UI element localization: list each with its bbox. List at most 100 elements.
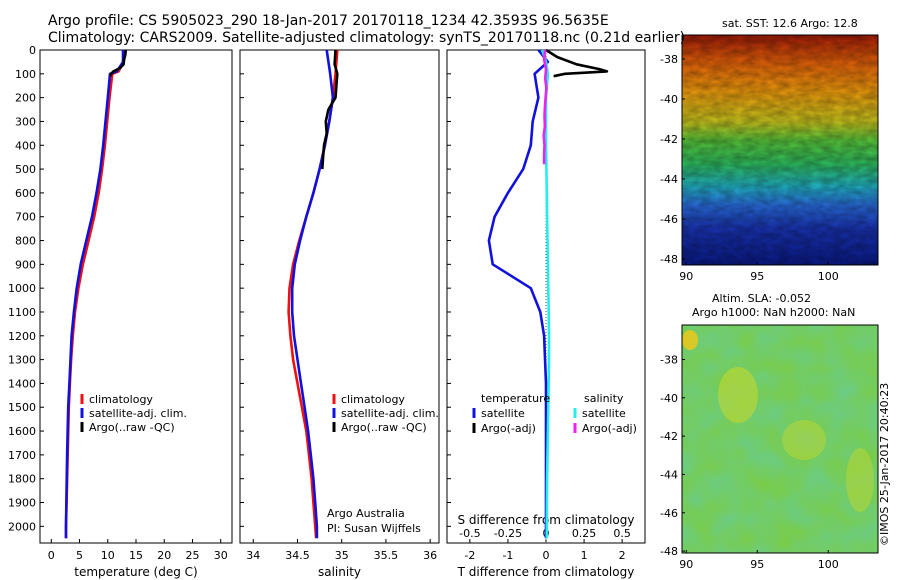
s-diff-tick-label: -0.25 — [494, 527, 522, 540]
x-tick-label: 15 — [129, 549, 143, 562]
header-line-2: Climatology: CARS2009. Satellite-adjuste… — [48, 30, 686, 46]
map-x-tick-label: 100 — [818, 558, 839, 571]
x-tick-label: 0 — [543, 549, 550, 562]
sst-frame — [681, 34, 879, 266]
y-tick-label: 500 — [15, 163, 36, 176]
legend-label: satellite-adj. clim. — [89, 407, 187, 420]
map-y-tick-label: -44 — [660, 173, 678, 186]
series-line — [487, 49, 550, 539]
y-tick-label: 1500 — [8, 401, 36, 414]
sla-peak — [682, 330, 698, 350]
y-tick-label: 1000 — [8, 282, 36, 295]
s-diff-tick-label: 0.25 — [572, 527, 597, 540]
map-y-tick-label: -40 — [660, 93, 678, 106]
legend-label: Argo(-adj) — [582, 422, 637, 435]
x-axis-label: salinity — [318, 565, 361, 579]
y-tick-label: 600 — [15, 187, 36, 200]
sla-texture — [682, 325, 878, 553]
legend-title: temperature — [481, 392, 550, 405]
y-tick-label: 1600 — [8, 425, 36, 438]
profile-panel-3: -2 -1 0 1 2 T difference from climatology -0.5… — [446, 48, 646, 579]
x-tick-label: -2 — [464, 549, 475, 562]
y-tick-label: 1900 — [8, 497, 36, 510]
series-line — [545, 48, 609, 78]
s-diff-tick-label: -0.5 — [459, 527, 480, 540]
x-tick-label: 5 — [76, 549, 83, 562]
y-tick-label: 1300 — [8, 354, 36, 367]
profile-panel-1: 0100200300400500600700800900100011001200… — [8, 44, 233, 579]
legend-label: satellite — [481, 407, 525, 420]
x-tick-label: 10 — [101, 549, 115, 562]
header-line-1: Argo profile: CS 5905023_290 18-Jan-2017… — [48, 13, 609, 29]
org-note: Argo Australia — [327, 507, 405, 520]
map-y-tick-label: -38 — [660, 53, 678, 66]
sla-high-1 — [718, 367, 758, 423]
map-x-tick-label: 100 — [818, 270, 839, 283]
sla-title-2: Argo h1000: NaN h2000: NaN — [692, 306, 856, 319]
x-axis-label: temperature (deg C) — [74, 565, 197, 579]
s-diff-tick-label: 0.5 — [613, 527, 631, 540]
y-tick-label: 1100 — [8, 306, 36, 319]
legend-label: Argo(..raw -QC) — [89, 421, 175, 434]
map-y-tick-label: -48 — [660, 253, 678, 266]
y-tick-label: 1400 — [8, 377, 36, 390]
credit: ©IMOS 25-Jan-2017 20:40:23 — [878, 382, 891, 546]
sla-title-1: Altim. SLA: -0.052 — [712, 292, 812, 305]
map-x-tick-label: 90 — [679, 270, 693, 283]
y-tick-label: 1800 — [8, 473, 36, 486]
legend-label: climatology — [341, 393, 405, 406]
sst-texture — [682, 35, 878, 265]
y-tick-label: 100 — [15, 68, 36, 81]
series-line — [321, 49, 339, 170]
x-tick-label: 25 — [185, 549, 199, 562]
legend-label: Argo(..raw -QC) — [341, 421, 427, 434]
x-tick-label: 34 — [246, 549, 260, 562]
profile-panel-2: 34 34.5 35 35.5 36 salinity climatologysatelli… — [239, 49, 440, 579]
map-y-tick-label: -38 — [660, 353, 678, 366]
x-tick-label: 20 — [157, 549, 171, 562]
x-axis-label: T difference from climatology — [457, 565, 635, 579]
map-y-tick-label: -48 — [660, 545, 678, 558]
map-y-tick-label: -42 — [660, 133, 678, 146]
y-tick-label: 2000 — [8, 520, 36, 533]
y-tick-label: 800 — [15, 235, 36, 248]
map-y-tick-label: -44 — [660, 468, 678, 481]
map-y-tick-label: -46 — [660, 507, 678, 520]
x-tick-label: 35.5 — [374, 549, 399, 562]
x-tick-label: 1 — [581, 549, 588, 562]
sst-title: sat. SST: 12.6 Argo: 12.8 — [722, 17, 858, 30]
y-tick-label: 300 — [15, 115, 36, 128]
panel-frame — [239, 49, 440, 544]
x-tick-label: 2 — [619, 549, 626, 562]
legend-label: satellite — [582, 407, 626, 420]
sla-frame — [681, 324, 879, 554]
map-x-tick-label: 90 — [679, 558, 693, 571]
x-tick-label: -1 — [502, 549, 513, 562]
map-x-tick-label: 95 — [750, 558, 764, 571]
x-tick-label: 34.5 — [285, 549, 310, 562]
map-x-tick-label: 95 — [750, 270, 764, 283]
x-tick-label: 0 — [48, 549, 55, 562]
x-tick-label: 36 — [423, 549, 437, 562]
map-y-tick-label: -40 — [660, 392, 678, 405]
x-tick-label: 35 — [335, 549, 349, 562]
series-line — [108, 49, 128, 77]
series-line — [64, 50, 125, 539]
x-tick-label: 30 — [214, 549, 228, 562]
legend-label: Argo(-adj) — [481, 422, 536, 435]
legend-label: satellite-adj. clim. — [341, 407, 439, 420]
series-line — [542, 49, 548, 165]
sla-high-2 — [782, 420, 826, 460]
y-tick-label: 0 — [29, 44, 36, 57]
map-y-tick-label: -42 — [660, 430, 678, 443]
sla-high-3 — [846, 448, 874, 512]
pi-note: PI: Susan Wijffels — [327, 522, 421, 535]
y-tick-label: 900 — [15, 258, 36, 271]
y-tick-label: 1200 — [8, 330, 36, 343]
y-tick-label: 1700 — [8, 449, 36, 462]
legend-title: salinity — [584, 392, 624, 405]
panel-frame — [39, 49, 233, 544]
map-y-tick-label: -46 — [660, 213, 678, 226]
